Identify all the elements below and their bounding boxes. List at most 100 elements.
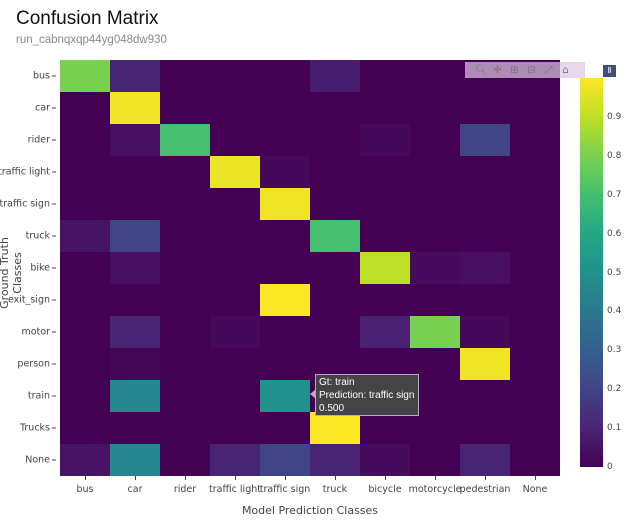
heatmap-cell[interactable] [360,188,410,220]
heatmap-cell[interactable] [110,220,160,252]
heatmap-cell[interactable] [460,380,510,412]
heatmap-cell[interactable] [260,60,310,92]
heatmap-cell[interactable] [460,124,510,156]
heatmap-cell[interactable] [260,188,310,220]
heatmap-cell[interactable] [410,284,460,316]
heatmap-cell[interactable] [310,124,360,156]
heatmap-cell[interactable] [510,156,560,188]
pan-icon[interactable]: ✛ [493,64,502,76]
heatmap-cell[interactable] [60,156,110,188]
heatmap-cell[interactable] [160,380,210,412]
heatmap-cell[interactable] [60,316,110,348]
heatmap-cell[interactable] [510,316,560,348]
heatmap-cell[interactable] [110,380,160,412]
heatmap-cell[interactable] [360,92,410,124]
heatmap-cell[interactable] [160,188,210,220]
heatmap-cell[interactable] [110,412,160,444]
heatmap-cell[interactable] [360,220,410,252]
heatmap-cell[interactable] [360,124,410,156]
heatmap-cell[interactable] [460,220,510,252]
heatmap-cell[interactable] [310,316,360,348]
heatmap-cell[interactable] [110,284,160,316]
heatmap-cell[interactable] [410,92,460,124]
heatmap-cell[interactable] [310,412,360,444]
heatmap-cell[interactable] [260,92,310,124]
zoom-out-icon[interactable]: ⊟ [527,64,536,76]
zoom-in-icon[interactable]: ⊞ [510,64,519,76]
heatmap-cell[interactable] [60,188,110,220]
heatmap-cell[interactable] [510,284,560,316]
heatmap-cell[interactable] [60,284,110,316]
heatmap-cell[interactable] [460,92,510,124]
heatmap-cell[interactable] [510,380,560,412]
heatmap-cell[interactable] [110,124,160,156]
heatmap-cell[interactable] [260,252,310,284]
heatmap-cell[interactable] [410,156,460,188]
heatmap-plot-area[interactable] [60,60,560,476]
heatmap-cell[interactable] [310,156,360,188]
heatmap-cell[interactable] [160,92,210,124]
heatmap-cell[interactable] [260,124,310,156]
heatmap-cell[interactable] [160,60,210,92]
heatmap-cell[interactable] [210,60,260,92]
plotly-logo-icon[interactable]: Ⅱ [603,65,616,77]
heatmap-cell[interactable] [510,252,560,284]
autoscale-icon[interactable]: ⤢ [544,64,553,76]
heatmap-cell[interactable] [260,316,310,348]
heatmap-cell[interactable] [460,156,510,188]
heatmap-cell[interactable] [410,252,460,284]
heatmap-cell[interactable] [310,444,360,476]
heatmap-cell[interactable] [60,348,110,380]
heatmap-cell[interactable] [310,92,360,124]
heatmap-cell[interactable] [510,124,560,156]
heatmap-cell[interactable] [310,220,360,252]
heatmap-cell[interactable] [110,92,160,124]
heatmap-cell[interactable] [110,444,160,476]
heatmap-cell[interactable] [360,60,410,92]
heatmap-cell[interactable] [460,412,510,444]
heatmap-cell[interactable] [160,252,210,284]
heatmap-cell[interactable] [360,156,410,188]
heatmap-cell[interactable] [410,444,460,476]
heatmap-cell[interactable] [60,380,110,412]
heatmap-cell[interactable] [260,348,310,380]
heatmap-cell[interactable] [260,220,310,252]
heatmap-cell[interactable] [260,444,310,476]
heatmap-cell[interactable] [210,252,260,284]
heatmap-cell[interactable] [160,284,210,316]
heatmap-cell[interactable] [210,444,260,476]
heatmap-cell[interactable] [510,348,560,380]
zoom-icon[interactable]: 🔍︎ [475,64,488,76]
heatmap-cell[interactable] [360,252,410,284]
heatmap-cell[interactable] [110,156,160,188]
heatmap-cell[interactable] [110,252,160,284]
heatmap-cell[interactable] [160,444,210,476]
heatmap-cell[interactable] [310,252,360,284]
heatmap-cell[interactable] [60,124,110,156]
heatmap-cell[interactable] [410,124,460,156]
heatmap-cell[interactable] [410,316,460,348]
heatmap-cell[interactable] [60,92,110,124]
heatmap-cell[interactable] [160,220,210,252]
heatmap-cell[interactable] [60,252,110,284]
heatmap-cell[interactable] [510,92,560,124]
heatmap-cell[interactable] [210,220,260,252]
heatmap-cell[interactable] [60,444,110,476]
heatmap-cell[interactable] [210,316,260,348]
heatmap-cell[interactable] [160,348,210,380]
heatmap-cell[interactable] [460,284,510,316]
heatmap-cell[interactable] [310,60,360,92]
home-icon[interactable]: ⌂ [562,64,569,76]
heatmap-cell[interactable] [160,316,210,348]
heatmap-cell[interactable] [210,412,260,444]
heatmap-cell[interactable] [410,60,460,92]
heatmap-cell[interactable] [510,220,560,252]
heatmap-cell[interactable] [310,188,360,220]
heatmap-cell[interactable] [510,412,560,444]
heatmap-cell[interactable] [410,220,460,252]
heatmap-cell[interactable] [210,124,260,156]
heatmap-cell[interactable] [260,156,310,188]
heatmap-cell[interactable] [310,284,360,316]
heatmap-cell[interactable] [110,348,160,380]
heatmap-cell[interactable] [210,380,260,412]
